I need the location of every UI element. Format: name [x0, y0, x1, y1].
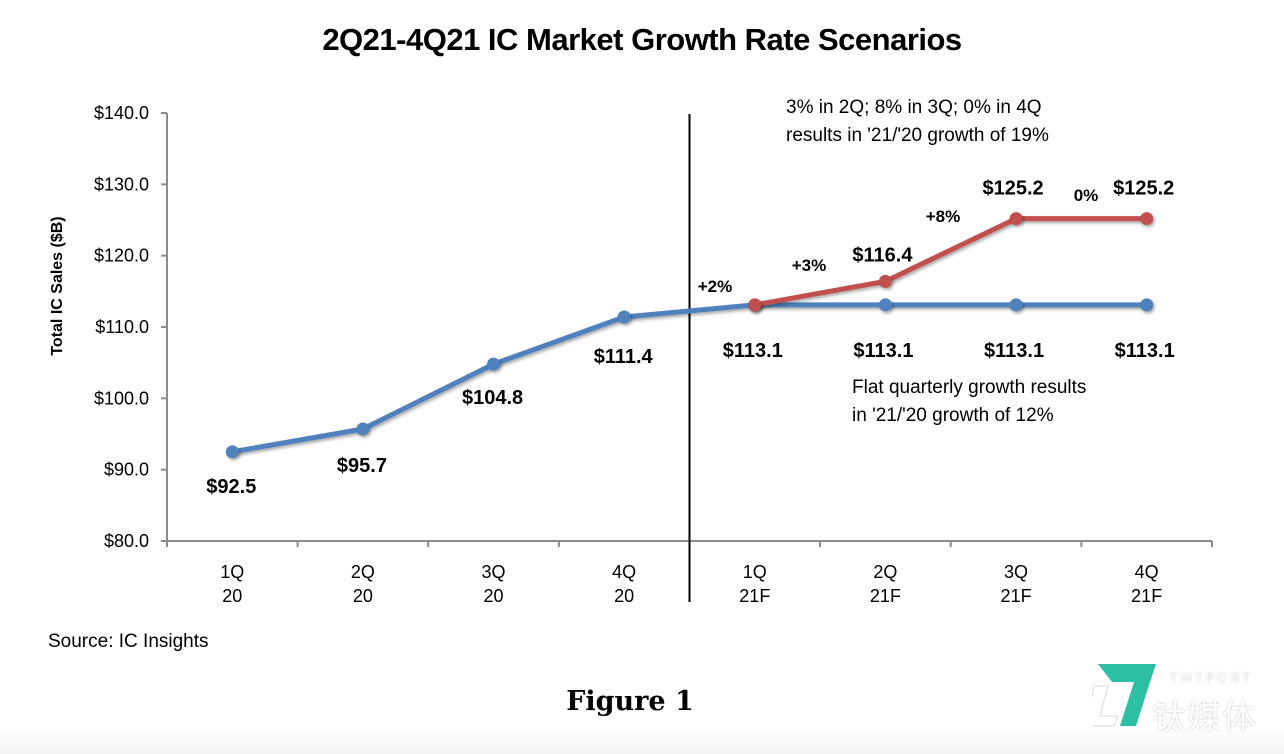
x-tick-label: 21F [1001, 586, 1032, 606]
data-point-marker [617, 310, 631, 324]
data-labels: $92.5 $95.7 $104.8 $111.4 $113.1 $113.1 $113.1… [206, 178, 1174, 498]
growth-label: 0% [1074, 186, 1099, 205]
data-label: $104.8 [462, 387, 523, 409]
data-label: $125.2 [1113, 178, 1174, 200]
data-point-marker [1009, 298, 1023, 312]
series-lines [225, 212, 1154, 459]
x-tick-label: 20 [614, 586, 634, 606]
annotation-scenario-19pct: 3% in 2Q; 8% in 3Q; 0% in 4Q results in … [786, 94, 1049, 150]
y-tick-label: $110.0 [95, 317, 149, 337]
x-tick-label: 20 [222, 586, 242, 606]
x-tick-label: 21F [739, 586, 770, 606]
x-tick-label: 1Q [743, 562, 767, 582]
annotation-line: in '21/'20 growth of 12% [852, 405, 1054, 426]
y-tick-label: $100.0 [94, 388, 149, 408]
growth-label: +2% [698, 277, 733, 296]
x-tick-label: 2Q [873, 562, 897, 582]
series-line-0 [229, 302, 1150, 455]
series-line-1 [752, 216, 1150, 308]
y-tick-label: $140.0 [94, 103, 149, 123]
data-point-marker [487, 357, 501, 371]
tmtpost-logo-icon [1092, 664, 1156, 727]
x-tick-label: 4Q [612, 562, 636, 582]
watermark-text-en: TMTPOST [1170, 670, 1254, 685]
y-tick-label: $120.0 [94, 246, 149, 266]
data-point-marker [1140, 212, 1154, 226]
x-tick-label: 2Q [351, 562, 375, 582]
annotation-line: 3% in 2Q; 8% in 3Q; 0% in 4Q [786, 97, 1042, 118]
data-label: $125.2 [982, 178, 1043, 200]
data-label: $113.1 [984, 340, 1044, 362]
data-point-marker [748, 298, 762, 312]
axes: $80.0 $90.0 $100.0 $110.0 $120.0 $130.0 $140.0… [94, 103, 1213, 606]
figure-caption: Figure 1 [566, 686, 694, 717]
x-tick-label: 3Q [1004, 562, 1028, 582]
data-label: $95.7 [337, 455, 387, 477]
annotation-line: results in '21/'20 growth of 19% [786, 125, 1049, 146]
y-tick-label: $130.0 [94, 174, 149, 194]
data-point-marker [878, 298, 892, 312]
data-point-marker [356, 422, 370, 436]
x-tick-label: 20 [484, 586, 504, 606]
data-label: $111.4 [594, 346, 654, 368]
watermark-text-cn: 钛媒体 [1152, 699, 1257, 737]
x-tick-label: 20 [353, 586, 373, 606]
annotation-line: Flat quarterly growth results [852, 377, 1087, 398]
chart-title: 2Q21-4Q21 IC Market Growth Rate Scenario… [322, 22, 962, 57]
annotation-flat-12pct: Flat quarterly growth results in '21/'20… [852, 374, 1086, 430]
data-point-marker [225, 445, 239, 459]
data-label: $113.1 [1115, 340, 1175, 362]
y-tick-label: $90.0 [104, 460, 149, 480]
data-point-marker [1140, 298, 1154, 312]
x-tick-label: 4Q [1135, 562, 1159, 582]
x-tick-label: 1Q [220, 562, 244, 582]
y-tick-label: $80.0 [104, 531, 149, 551]
growth-label: +8% [926, 207, 961, 226]
x-tick-label: 3Q [482, 562, 506, 582]
data-point-marker [1009, 212, 1023, 226]
data-label: $116.4 [852, 244, 913, 266]
x-tick-label: 21F [870, 586, 901, 606]
data-label: $113.1 [853, 340, 913, 362]
data-label: $113.1 [723, 340, 783, 362]
x-tick-label: 21F [1131, 586, 1162, 606]
page-bottom-fade [0, 728, 1284, 754]
source-note: Source: IC Insights [48, 631, 209, 652]
data-label: $92.5 [206, 476, 256, 498]
data-point-marker [878, 274, 892, 288]
growth-label: +3% [792, 256, 827, 275]
